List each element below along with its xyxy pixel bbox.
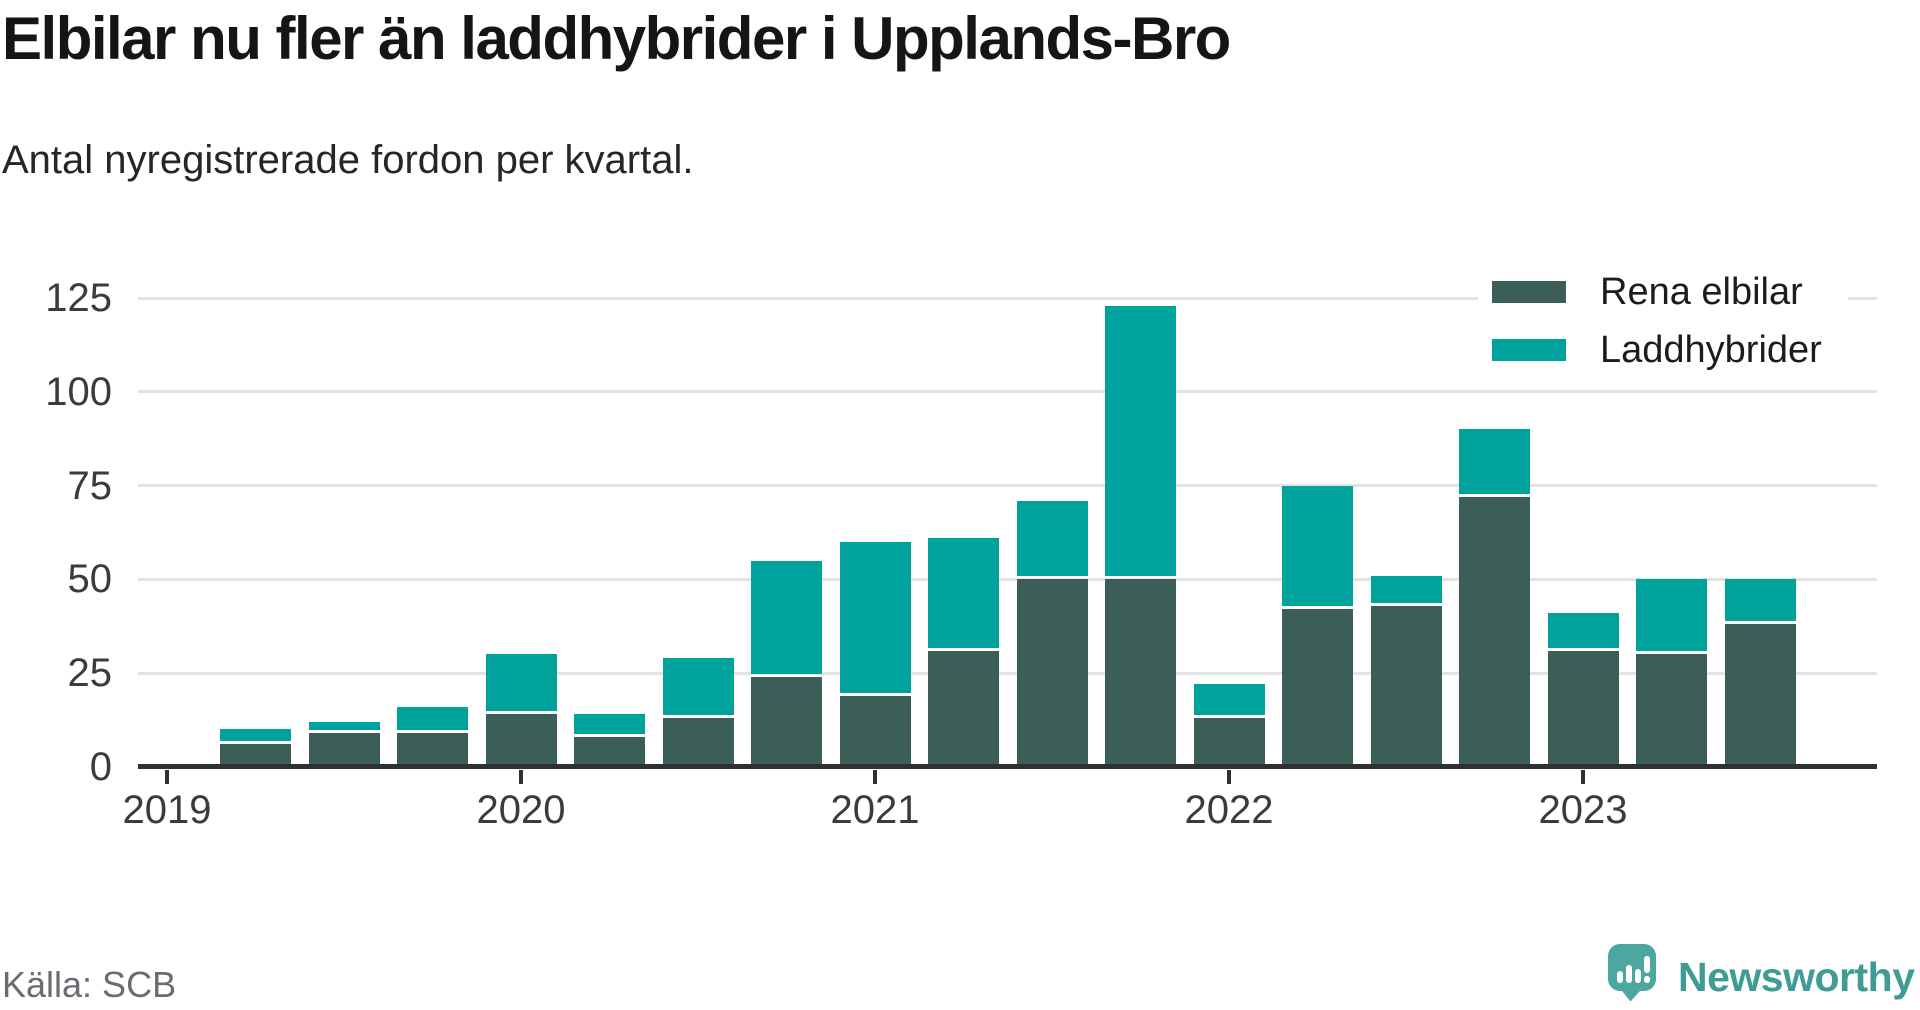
segment-rena-elbilar <box>1105 579 1176 767</box>
y-tick-label-75: 75 <box>67 463 113 508</box>
legend: Rena elbilar Laddhybrider <box>1478 260 1848 382</box>
x-tick-label-2020: 2020 <box>476 788 566 832</box>
segment-laddhybrider <box>1370 575 1442 603</box>
source-note: Källa: SCB <box>2 964 177 1005</box>
y-tick-label-25: 25 <box>67 651 113 696</box>
bar-2020-K1 <box>485 654 557 767</box>
segment-rena-elbilar <box>485 714 557 767</box>
segment-rena-elbilar <box>662 718 734 767</box>
segment-laddhybrider <box>1547 613 1619 648</box>
x-axis-line <box>138 764 1877 769</box>
y-tick-label-125: 125 <box>45 276 112 320</box>
segment-laddhybrider <box>1282 485 1353 607</box>
bar-2023-K2 <box>1636 579 1707 767</box>
x-tick-2020 <box>519 770 523 784</box>
bar-2022-K1 <box>1193 684 1265 767</box>
segment-laddhybrider <box>839 541 911 693</box>
segment-laddhybrider <box>397 706 468 731</box>
x-tick-label-2023: 2023 <box>1538 788 1628 832</box>
chart-title: Elbilar nu fler än laddhybrider i Upplan… <box>2 5 1231 72</box>
y-tick-label-100: 100 <box>45 369 112 414</box>
segment-rena-elbilar <box>751 676 822 767</box>
bar-2021-K3 <box>1016 500 1088 767</box>
bar-2022-K2 <box>1282 485 1353 767</box>
gridline-75 <box>138 484 1877 488</box>
segment-laddhybrider <box>1724 579 1796 622</box>
bar-2022-K3 <box>1370 575 1442 767</box>
segment-rena-elbilar <box>1282 609 1353 767</box>
segment-rena-elbilar <box>220 744 291 767</box>
gridline-50 <box>138 577 1877 581</box>
y-tick-label-50: 50 <box>67 557 113 602</box>
bar-2020-K4 <box>751 560 822 767</box>
gridline-125 <box>138 296 1877 300</box>
x-tick-label-2019: 2019 <box>122 788 212 832</box>
segment-laddhybrider <box>751 560 822 674</box>
newsworthy-bubble-icon <box>1608 944 1656 1002</box>
bar-2023-K1 <box>1547 613 1619 767</box>
segment-rena-elbilar <box>1370 605 1442 767</box>
segment-rena-elbilar <box>1016 579 1088 767</box>
segment-rena-elbilar <box>1193 718 1265 767</box>
segment-rena-elbilar <box>1724 624 1796 767</box>
segment-laddhybrider <box>1193 684 1265 716</box>
x-tick-2019 <box>165 770 169 784</box>
segment-rena-elbilar <box>1547 650 1619 767</box>
bar-2021-K2 <box>928 538 999 767</box>
x-tick-label-2022: 2022 <box>1184 788 1274 832</box>
legend-label: Laddhybrider <box>1600 328 1822 371</box>
legend-swatch-rena-elbilar <box>1492 281 1566 303</box>
segment-laddhybrider <box>308 721 380 731</box>
gridline-100 <box>138 390 1877 394</box>
x-tick-label-2021: 2021 <box>830 788 920 832</box>
bar-2021-K4 <box>1105 305 1176 767</box>
gridline-25 <box>138 671 1877 675</box>
segment-laddhybrider <box>574 714 645 734</box>
segment-rena-elbilar <box>308 733 380 767</box>
segment-rena-elbilar <box>1636 654 1707 767</box>
x-tick-2022 <box>1227 770 1231 784</box>
legend-item-laddhybrider: Laddhybrider <box>1492 328 1822 372</box>
segment-rena-elbilar <box>839 695 911 767</box>
brand-name: Newsworthy <box>1678 954 1915 1000</box>
legend-item-rena-elbilar: Rena elbilar <box>1492 270 1822 314</box>
bar-2019-K4 <box>397 706 468 767</box>
segment-laddhybrider <box>1105 305 1176 577</box>
bar-2020-K3 <box>662 658 734 767</box>
bar-2019-K2 <box>220 729 291 767</box>
legend-label: Rena elbilar <box>1600 270 1803 313</box>
segment-laddhybrider <box>1459 429 1530 494</box>
segment-rena-elbilar <box>1459 496 1530 767</box>
bar-2021-K1 <box>839 541 911 767</box>
segment-rena-elbilar <box>397 733 468 767</box>
bar-2022-K4 <box>1459 429 1530 767</box>
segment-rena-elbilar <box>928 650 999 767</box>
segment-laddhybrider <box>220 729 291 742</box>
x-tick-2021 <box>873 770 877 784</box>
legend-swatch-laddhybrider <box>1492 339 1566 361</box>
x-tick-2023 <box>1581 770 1585 784</box>
chart-subtitle: Antal nyregistrerade fordon per kvartal. <box>2 138 694 182</box>
segment-laddhybrider <box>485 654 557 712</box>
segment-laddhybrider <box>1636 579 1707 652</box>
segment-laddhybrider <box>662 658 734 716</box>
bar-2020-K2 <box>574 714 645 767</box>
bar-2023-K3 <box>1724 579 1796 767</box>
segment-laddhybrider <box>928 538 999 648</box>
bar-2019-K3 <box>308 721 380 767</box>
y-tick-label-0: 0 <box>89 745 112 789</box>
brand-logo: Newsworthy <box>1608 944 1915 1002</box>
segment-rena-elbilar <box>574 736 645 767</box>
segment-laddhybrider <box>1016 500 1088 577</box>
